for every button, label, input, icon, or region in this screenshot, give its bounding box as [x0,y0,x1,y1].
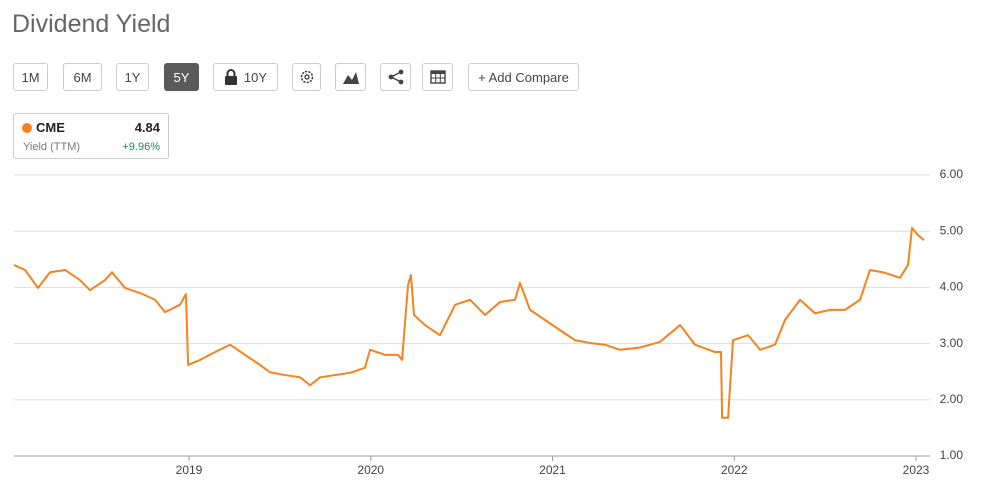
y-tick-label: 4.00 [940,280,964,294]
chart-title: Dividend Yield [12,10,171,38]
y-tick-label: 3.00 [940,336,964,350]
range-button[interactable]: 6M [63,63,102,91]
share-icon [388,69,403,85]
range-button[interactable]: 1M [13,63,48,91]
range-button[interactable]: 1Y [116,63,149,91]
legend-dot [22,123,32,133]
x-tick-label: 2023 [903,463,930,477]
legend-change: +9.96% [122,141,160,153]
add-compare-button[interactable]: + Add Compare [468,63,579,91]
gear-icon [300,70,313,84]
mountain-icon [342,72,359,84]
x-tick-label: 2021 [539,463,566,477]
settings-button[interactable] [292,63,321,91]
share-button[interactable] [380,63,411,91]
range-button[interactable]: 10Y [213,63,278,91]
chart-type-button[interactable] [335,63,366,91]
x-tick-label: 2019 [176,463,203,477]
range-label: 10Y [243,69,267,85]
y-tick-label: 2.00 [940,392,964,406]
y-tick-label: 6.00 [940,167,964,181]
legend-ticker: CME [36,120,65,135]
table-icon [429,70,446,84]
y-tick-label: 5.00 [940,223,964,237]
range-button[interactable]: 5Y [164,63,199,91]
x-tick-label: 2022 [721,463,748,477]
table-button[interactable] [422,63,453,91]
series-line [13,226,925,419]
legend-value: 4.84 [134,120,160,135]
legend-card: CME 4.84 Yield (TTM) +9.96% [13,113,169,159]
y-tick-label: 1.00 [940,448,964,462]
x-tick-label: 2020 [357,463,384,477]
legend-label: Yield (TTM) [23,141,81,153]
lock-icon [225,69,237,85]
